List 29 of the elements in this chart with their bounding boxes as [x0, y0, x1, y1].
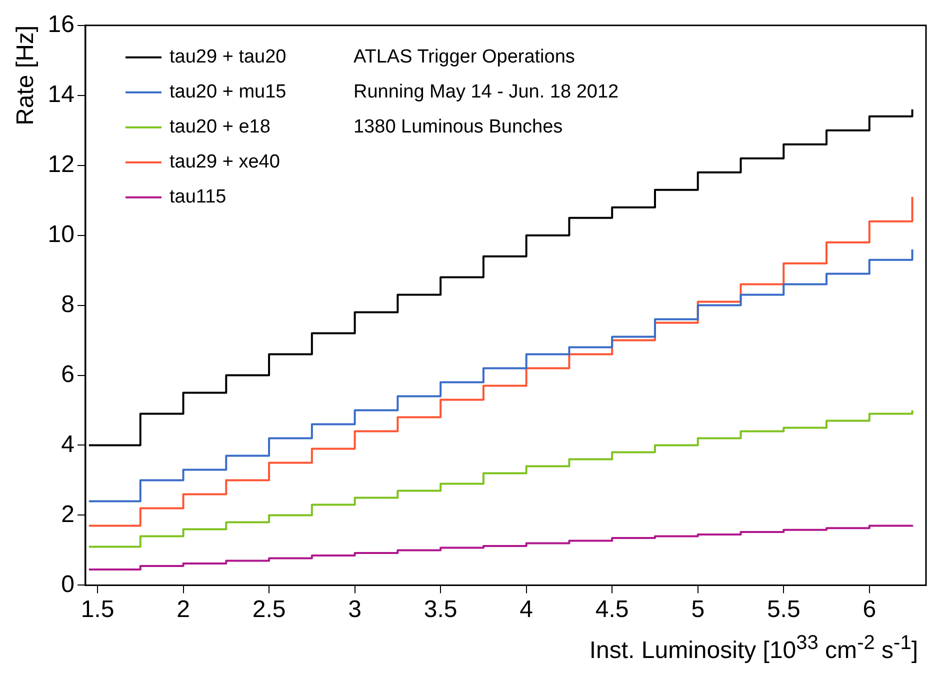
y-tick-label: 4 [61, 430, 74, 458]
y-tick-label: 16 [48, 11, 74, 38]
x-tick-label: 3.5 [424, 596, 458, 624]
annotation: ATLAS Trigger Operations [353, 46, 575, 68]
x-tick-label: 5.5 [766, 596, 800, 624]
y-tick-label: 14 [48, 81, 74, 108]
y-tick-label: 0 [61, 570, 74, 598]
x-tick-label: 6 [862, 596, 876, 624]
x-tick-label: 4 [520, 596, 534, 624]
y-tick-label: 8 [61, 290, 74, 318]
legend-label: tau29 + tau20 [169, 46, 286, 68]
annotation: Running May 14 - Jun. 18 2012 [353, 82, 619, 103]
legend-label: tau115 [169, 186, 226, 208]
x-tick-label: 5 [691, 596, 705, 624]
x-axis-title: Inst. Luminosity [10$^{33}$ cm$^{-2}$ s$^{-1}$] [588, 632, 919, 665]
legend-label: tau29 + xe40 [169, 152, 280, 173]
x-tick-label: 3 [348, 596, 362, 624]
y-tick-label: 2 [61, 500, 74, 528]
legend-label: tau20 + e18 [169, 116, 270, 138]
y-tick-label: 6 [61, 360, 74, 388]
x-tick-label: 4.5 [595, 596, 629, 624]
x-tick-label: 2 [176, 596, 190, 624]
x-tick-label: 1.5 [80, 596, 114, 624]
y-tick-label: 12 [48, 150, 74, 178]
y-axis-title: Rate [Hz] [12, 25, 40, 126]
legend-label: tau20 + mu15 [169, 82, 286, 103]
annotation: 1380 Luminous Bunches [353, 116, 563, 138]
y-tick-label: 10 [48, 220, 74, 248]
x-tick-label: 2.5 [252, 596, 286, 624]
